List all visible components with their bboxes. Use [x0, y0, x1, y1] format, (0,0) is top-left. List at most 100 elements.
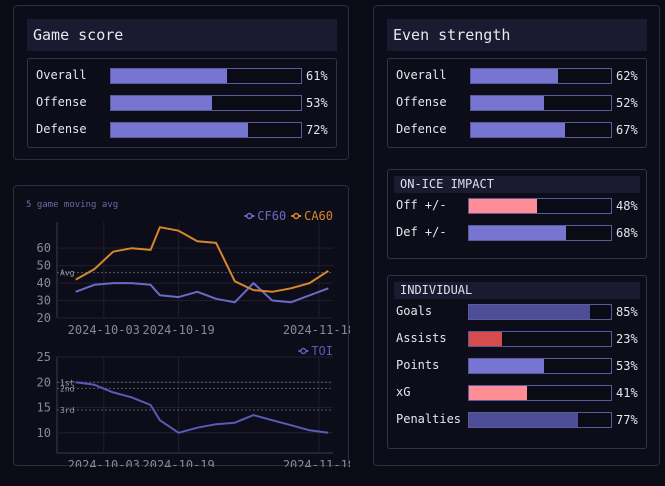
row-value: 61%: [306, 69, 328, 83]
even-strength-row: Offense 52%: [396, 93, 652, 113]
y-tick-label: 60: [37, 241, 51, 255]
bar-fill: [469, 359, 545, 373]
row-value: 52%: [616, 96, 638, 110]
reference-label: Avg: [60, 269, 75, 278]
legend-label: TOI: [311, 344, 333, 358]
row-label: Assists: [396, 331, 447, 345]
even-strength-box: Overall 62% Offense 52% Defence 67%: [387, 58, 647, 148]
legend-marker-dot: [300, 347, 307, 355]
bar-fill: [469, 305, 590, 319]
game-score-panel: Game score Overall 61% Offense 53% Defense 72…: [13, 5, 349, 160]
series-line-toi: [75, 381, 329, 434]
row-value: 77%: [616, 413, 638, 427]
row-label: Offense: [396, 95, 447, 109]
x-tick-label: 2024-11-18: [283, 323, 350, 337]
y-tick-label: 40: [37, 276, 51, 290]
chart-panel: 5 game moving avg 20 30 40 50 60 2024-10-03 202…: [13, 185, 350, 467]
x-tick-label: 2024-10-19: [143, 458, 215, 467]
row-label: Overall: [396, 68, 447, 82]
on-ice-row: Off +/- 48%: [396, 196, 652, 216]
row-label: Points: [396, 358, 440, 372]
even-strength-panel: Even strength Overall 62% Offense 52% Defenc…: [373, 5, 660, 466]
game-score-row: Overall 61%: [36, 66, 342, 86]
game-score-row: Defense 72%: [36, 120, 342, 140]
row-label: xG: [396, 385, 411, 399]
individual-row: Points 53%: [396, 356, 652, 376]
x-tick-label: 2024-10-03: [68, 458, 140, 467]
row-value: 53%: [616, 359, 638, 373]
row-value: 62%: [616, 69, 638, 83]
y-tick-label: 20: [37, 375, 51, 389]
bar-fill: [471, 96, 544, 110]
row-label: Overall: [36, 68, 87, 82]
row-value: 48%: [616, 199, 638, 213]
game-score-box: Overall 61% Offense 53% Defense 72%: [27, 58, 337, 148]
on-ice-row: Def +/- 68%: [396, 223, 652, 243]
bar-track: [468, 225, 612, 241]
bar-track: [468, 412, 612, 428]
game-score-title: Game score: [27, 19, 337, 51]
y-tick-label: 10: [37, 426, 51, 440]
bar-track: [110, 68, 302, 84]
row-label: Def +/-: [396, 225, 447, 239]
bar-track: [470, 68, 612, 84]
x-tick-label: 2024-11-18: [283, 458, 350, 467]
reference-label: 1st: [60, 378, 75, 387]
row-value: 23%: [616, 332, 638, 346]
bar-fill: [111, 69, 227, 83]
reference-label: 2nd: [60, 384, 75, 393]
individual-row: Goals 85%: [396, 302, 652, 322]
bar-fill: [471, 123, 565, 137]
row-label: Goals: [396, 304, 433, 318]
bar-track: [110, 95, 302, 111]
bar-track: [468, 358, 612, 374]
individual-box: INDIVIDUAL Goals 85% Assists 23% Points 53% xG…: [387, 275, 647, 449]
row-value: 68%: [616, 226, 638, 240]
bar-fill: [111, 96, 212, 110]
even-strength-row: Overall 62%: [396, 66, 652, 86]
bar-fill: [469, 413, 579, 427]
x-tick-label: 2024-10-19: [143, 323, 215, 337]
row-value: 53%: [306, 96, 328, 110]
y-tick-label: 20: [37, 311, 51, 325]
individual-header: INDIVIDUAL: [394, 282, 640, 299]
y-tick-label: 15: [37, 401, 51, 415]
even-strength-title: Even strength: [387, 19, 647, 51]
legend-label: CF60: [257, 209, 286, 223]
individual-row: Penalties 77%: [396, 410, 652, 430]
bar-fill: [469, 386, 528, 400]
row-label: Defense: [36, 122, 87, 136]
bar-fill: [469, 199, 538, 213]
row-label: Penalties: [396, 412, 462, 426]
y-tick-label: 25: [37, 350, 51, 364]
row-value: 85%: [616, 305, 638, 319]
bar-fill: [111, 123, 248, 137]
row-value: 41%: [616, 386, 638, 400]
game-score-row: Offense 53%: [36, 93, 342, 113]
series-line-cf60: [75, 282, 329, 304]
row-label: Defence: [396, 122, 447, 136]
legend-marker-dot: [246, 212, 253, 220]
series-line-ca60: [75, 226, 329, 293]
y-tick-label: 50: [37, 259, 51, 273]
bar-track: [468, 331, 612, 347]
bar-track: [470, 122, 612, 138]
bar-fill: [471, 69, 558, 83]
x-tick-label: 2024-10-03: [68, 323, 140, 337]
on-ice-impact-header: ON-ICE IMPACT: [394, 176, 640, 193]
bar-track: [110, 122, 302, 138]
individual-row: Assists 23%: [396, 329, 652, 349]
reference-label: 3rd: [60, 406, 75, 415]
even-strength-row: Defence 67%: [396, 120, 652, 140]
individual-row: xG 41%: [396, 383, 652, 403]
y-tick-label: 30: [37, 294, 51, 308]
legend-label: CA60: [304, 209, 333, 223]
bar-track: [468, 304, 612, 320]
row-value: 67%: [616, 123, 638, 137]
bar-track: [470, 95, 612, 111]
bar-track: [468, 198, 612, 214]
legend-marker-dot: [292, 212, 300, 220]
bar-fill: [469, 226, 566, 240]
row-label: Offense: [36, 95, 87, 109]
